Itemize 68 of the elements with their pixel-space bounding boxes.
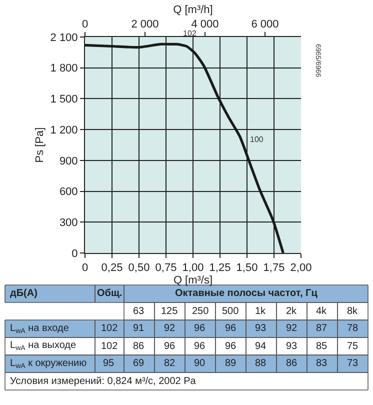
x2-tick-label: 0: [82, 18, 88, 31]
data-label: 87: [316, 323, 328, 334]
x-tick-label: 0: [82, 262, 88, 274]
x-tick-label: 63: [133, 306, 145, 317]
x-tick-label: 8k: [347, 306, 359, 317]
data-label: 90: [194, 358, 206, 369]
data-label: 92: [286, 323, 298, 334]
y-tick-label: 0: [72, 248, 78, 260]
x-tick-label: 0,25: [101, 262, 123, 274]
x-tick-label: 2k: [286, 306, 298, 317]
x-tick-label: 250: [192, 306, 210, 317]
x-tick-label: 125: [161, 306, 178, 317]
data-label: 96: [164, 341, 176, 352]
data-label: 96: [225, 323, 237, 334]
x-tick-label: 1,00: [182, 262, 204, 274]
x-tick-label: 0,75: [155, 262, 177, 274]
x2-tick-label: 6 000: [251, 18, 279, 31]
y-tick-label: 2 100: [50, 32, 78, 44]
data-label: 96: [194, 341, 206, 352]
data-label: 69: [133, 358, 145, 369]
x-tick-label: 1,75: [263, 262, 285, 274]
y-tick-label: 600: [59, 186, 78, 198]
x2-axis-title: Q [m³/h]: [173, 4, 213, 16]
data-label: 102: [101, 341, 118, 352]
x-tick-label: Общ.: [97, 288, 122, 299]
x-tick-label: 1,50: [236, 262, 258, 274]
y-tick-label: 1 500: [50, 94, 78, 106]
x2-tick-label: 4 000: [191, 18, 219, 31]
data-label: 85: [316, 341, 328, 352]
x2-tick-label: 2 000: [131, 18, 159, 31]
y-tick-label: 300: [59, 216, 78, 229]
y-tick-label: 1 800: [50, 62, 78, 75]
data-label: 83: [316, 358, 328, 369]
data-label: 88: [255, 358, 267, 369]
x-tick-label: 4k: [316, 306, 328, 317]
data-label: 102: [101, 323, 118, 334]
x-tick-label: 1,25: [209, 262, 231, 274]
annotation: 100: [250, 135, 264, 144]
y-tick-label: L$_{wA}$ на входе: [10, 323, 70, 336]
y-axis-title: Ps [Pa]: [34, 127, 46, 163]
data-label: 93: [255, 323, 267, 334]
data-label: 86: [133, 341, 145, 352]
data-label: 73: [347, 358, 359, 369]
text: Условия измерений: 0,824 м³/с, 2002 Pa: [10, 376, 196, 387]
data-label: 89: [225, 358, 237, 369]
data-label: 78: [347, 323, 359, 334]
data-label: 96: [225, 341, 237, 352]
x-tick-label: 500: [222, 306, 240, 317]
data-label: 75: [347, 341, 359, 352]
x-axis-title: Октавные полосы частот, Гц: [175, 288, 318, 299]
y-tick-label: 900: [59, 155, 78, 168]
annotation: 102: [183, 29, 197, 38]
y-tick-label: L$_{wA}$ на выходе: [10, 340, 76, 352]
data-label: 82: [164, 358, 176, 369]
data-label: 96: [194, 323, 206, 334]
data-label: 91: [133, 323, 145, 334]
data-label: 94: [255, 341, 267, 352]
x-axis-title: Q [m³/s]: [173, 274, 213, 286]
y-tick-label: L$_{wA}$ к окружению: [10, 358, 88, 370]
data-label: 93: [286, 341, 298, 352]
data-label: 92: [164, 323, 176, 334]
data-label: 95: [103, 358, 115, 369]
x-tick-label: 2,00: [290, 262, 312, 274]
x-tick-label: 0,50: [128, 262, 150, 274]
y-tick-label: 1 200: [50, 124, 78, 136]
chart-title: дБ(A): [10, 288, 38, 299]
x-tick-label: 1k: [255, 306, 267, 317]
data-label: 86: [286, 358, 298, 369]
